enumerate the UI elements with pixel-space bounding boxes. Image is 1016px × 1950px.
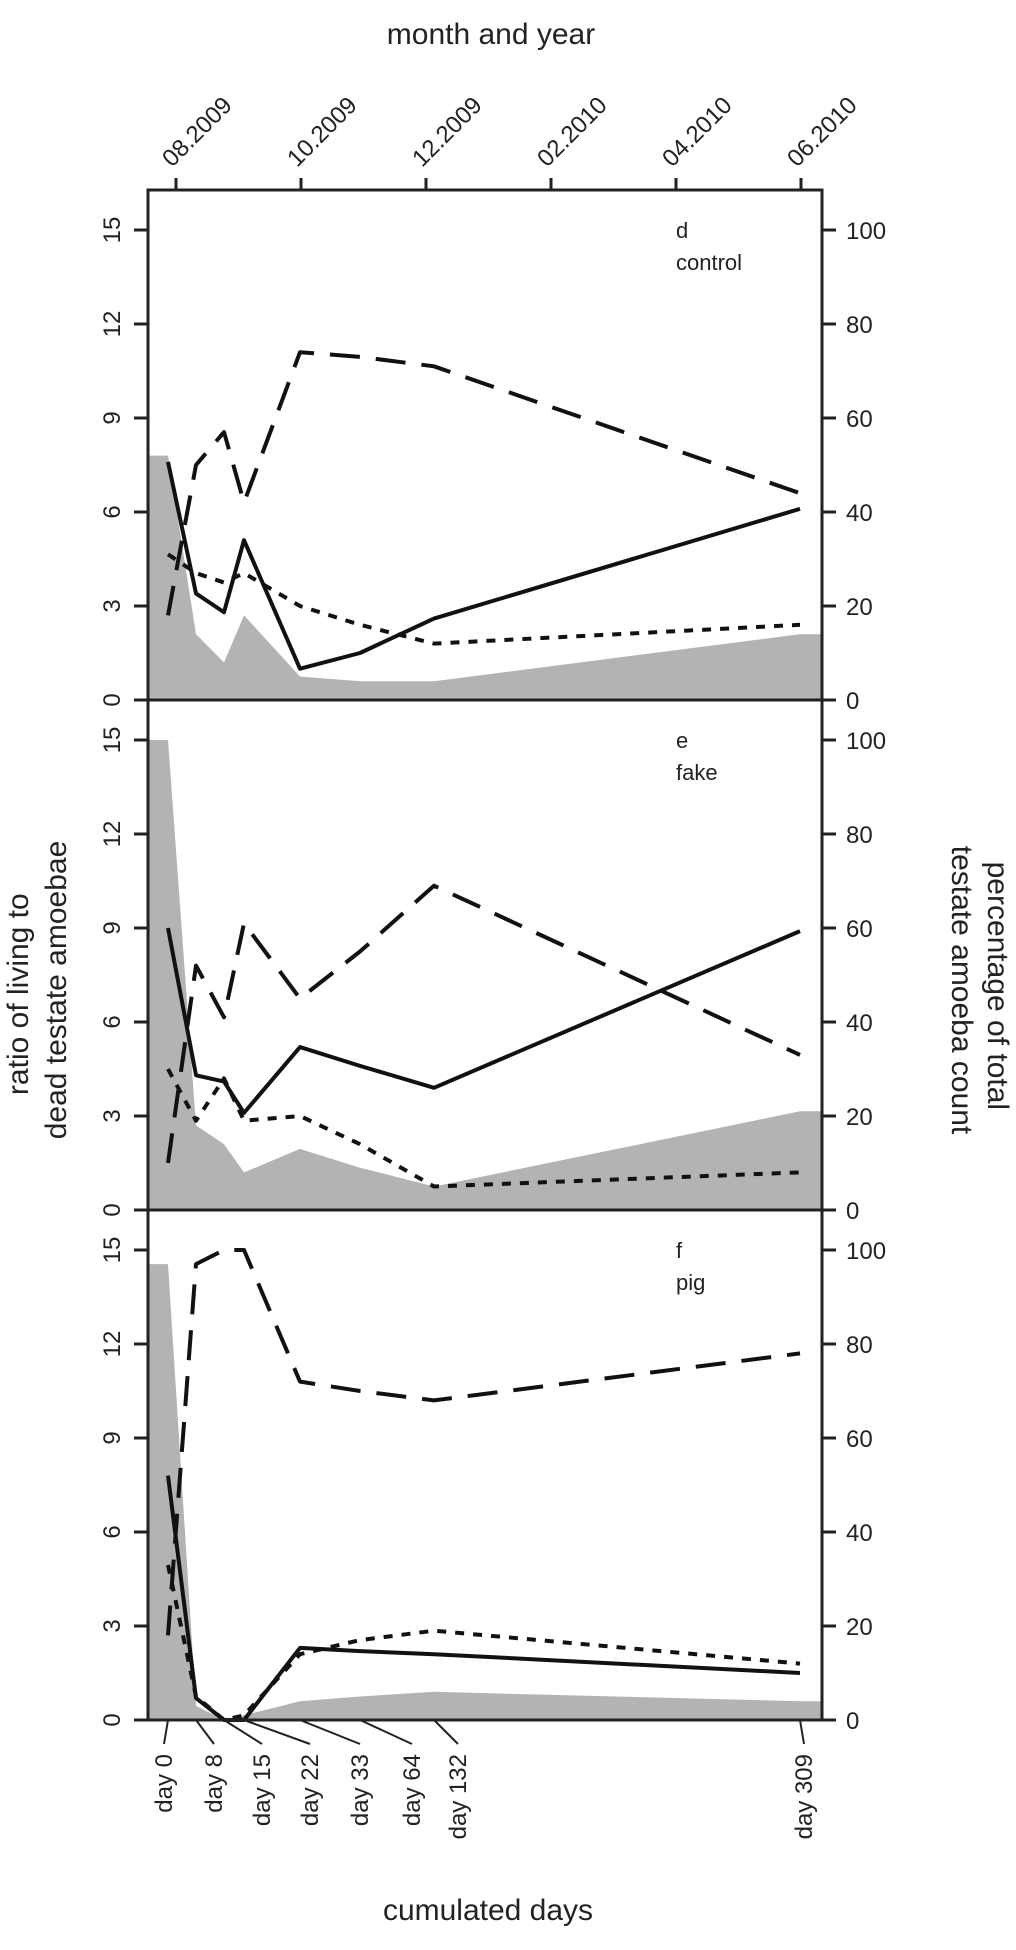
series-area-e [148, 740, 822, 1210]
panel-d: 0 3 6 9 12 15 0 20 40 60 80 100 d control [99, 188, 886, 715]
series-line-f-solid [166, 1475, 801, 1722]
day-leader-line [299, 1719, 361, 1745]
right-tick-label: 100 [846, 1238, 886, 1265]
left-tick-label: 15 [99, 217, 126, 244]
day-tick-label: day 64 [399, 1754, 426, 1826]
left-tick-label: 6 [99, 1525, 126, 1538]
day-tick-label: day 33 [347, 1754, 374, 1826]
series-line-f-longdash [166, 1248, 801, 1636]
right-tick-label: 60 [846, 916, 873, 943]
panel-e: 0 3 6 9 12 15 0 20 40 60 80 100 e fake [99, 698, 886, 1225]
right-tick-label: 80 [846, 822, 873, 849]
day-leader-line [433, 1719, 459, 1745]
day-tick-label: day 309 [791, 1754, 818, 1839]
left-tick-label: 12 [99, 1331, 126, 1358]
left-tick-label: 12 [99, 821, 126, 848]
right-tick-label: 0 [846, 1198, 859, 1225]
series-line-d-solid [166, 461, 801, 671]
day-leader-line [223, 1719, 263, 1745]
right-tick-label: 20 [846, 1614, 873, 1641]
left-axis-title: ratio of living to dead testate amoebae [2, 841, 73, 1140]
left-tick-label: 3 [99, 599, 126, 612]
panels: 03691215020406080100dcontrol036912150204… [99, 188, 886, 1735]
right-axis-title-line1: percentage of total [981, 862, 1014, 1111]
left-tick-label: 9 [99, 1431, 126, 1444]
left-tick-label: 9 [99, 921, 126, 934]
month-tick-label: 06.2010 [782, 92, 862, 172]
right-tick-label: 0 [846, 688, 859, 715]
panel-f: 0 3 6 9 12 15 0 20 40 60 80 100 f pig [99, 1208, 886, 1735]
panel-letter-f: f [676, 1238, 683, 1263]
right-axis-title: percentage of total testate amoeba count [945, 846, 1014, 1135]
bottom-axis-title: cumulated days [383, 1894, 593, 1927]
day-leader-line [243, 1719, 311, 1745]
right-tick-label: 100 [846, 728, 886, 755]
top-month-axis: 08.2009 10.2009 12.2009 02.2010 04.2010 06.20… [157, 92, 863, 190]
left-tick-label: 6 [99, 1015, 126, 1028]
day-leader-line [195, 1719, 215, 1745]
day-tick-label: day 0 [151, 1754, 178, 1813]
left-tick-label: 3 [99, 1109, 126, 1122]
right-tick-label: 0 [846, 1708, 859, 1735]
day-leader-line [163, 1719, 169, 1745]
left-tick-label: 15 [99, 1237, 126, 1264]
left-tick-label: 0 [99, 1713, 126, 1726]
series-line-d-longdash [166, 350, 801, 616]
left-axis-title-line2: dead testate amoebae [40, 841, 73, 1140]
day-tick-label: day 22 [297, 1754, 324, 1826]
series-line-e-longdash [166, 883, 801, 1164]
right-tick-label: 80 [846, 1332, 873, 1359]
panel-name-e: fake [676, 760, 718, 785]
right-tick-label: 100 [846, 218, 886, 245]
month-tick-label: 02.2010 [532, 92, 612, 172]
left-tick-label: 3 [99, 1619, 126, 1632]
left-axis-title-line1: ratio of living to [2, 893, 35, 1095]
left-tick-label: 15 [99, 727, 126, 754]
left-tick-label: 9 [99, 411, 126, 424]
series-line-f-shortdash [166, 1564, 801, 1722]
right-tick-label: 60 [846, 1426, 873, 1453]
left-tick-label: 12 [99, 311, 126, 338]
day-leader-line [799, 1719, 805, 1745]
panel-letter-e: e [676, 728, 688, 753]
left-tick-label: 6 [99, 505, 126, 518]
month-tick-label: 04.2010 [657, 92, 737, 172]
day-tick-label: day 8 [201, 1754, 228, 1813]
right-tick-label: 40 [846, 500, 873, 527]
right-tick-label: 80 [846, 312, 873, 339]
month-tick-label: 10.2009 [282, 92, 362, 172]
right-tick-label: 20 [846, 594, 873, 621]
day-leader-line [359, 1719, 413, 1745]
day-tick-label: day 15 [249, 1754, 276, 1826]
right-tick-label: 60 [846, 406, 873, 433]
panel-letter-d: d [676, 218, 688, 243]
left-tick-label: 0 [99, 693, 126, 706]
panel-name-d: control [676, 250, 742, 275]
series-area-f [148, 1264, 822, 1720]
day-tick-label: day 132 [445, 1754, 472, 1839]
series-line-e-shortdash [166, 1068, 801, 1189]
right-tick-label: 40 [846, 1010, 873, 1037]
series-area-d [148, 455, 822, 700]
month-tick-label: 08.2009 [157, 92, 237, 172]
panel-name-f: pig [676, 1270, 705, 1295]
right-tick-label: 20 [846, 1104, 873, 1131]
panel-frame-f [146, 1208, 824, 1722]
series-line-e-solid [166, 927, 801, 1115]
right-axis-title-line2: testate amoeba count [945, 846, 978, 1135]
top-axis-title: month and year [387, 18, 595, 51]
left-tick-label: 0 [99, 1203, 126, 1216]
right-tick-label: 40 [846, 1520, 873, 1547]
series-line-d-shortdash [166, 552, 801, 646]
bottom-day-axis: day 0 day 8 day 15 day 22 day 33 day 64 day 13… [151, 1719, 818, 1839]
month-tick-label: 12.2009 [407, 92, 487, 172]
